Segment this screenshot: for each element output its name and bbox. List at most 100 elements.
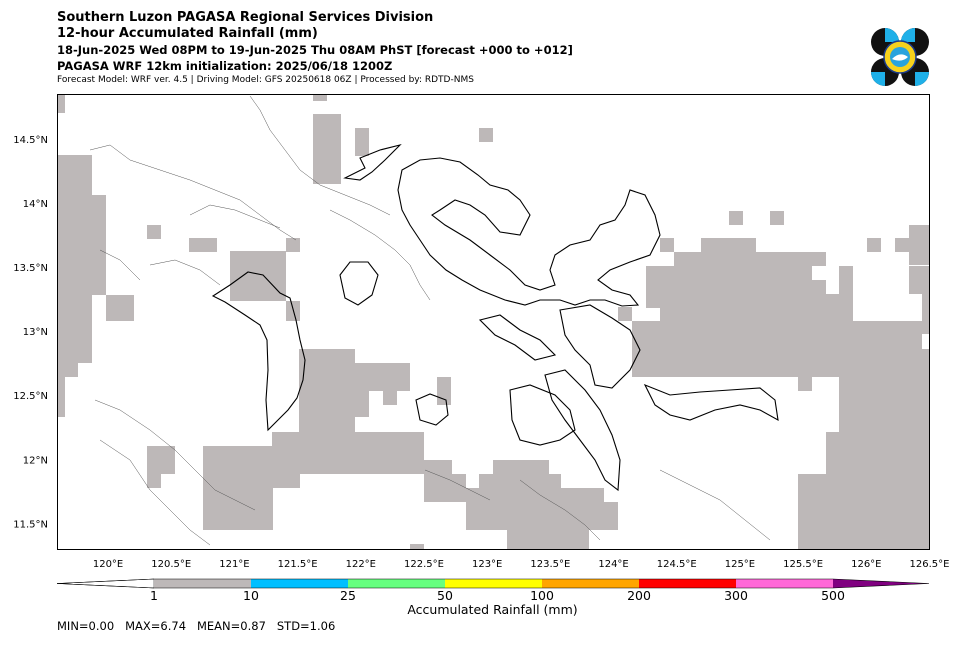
longitude-tick-label: 120.5°E — [151, 559, 191, 570]
rain-cell — [383, 377, 397, 405]
rain-cell — [106, 295, 134, 321]
colorbar-segment — [154, 579, 251, 588]
title-region: Southern Luzon PAGASA Regional Services … — [57, 10, 434, 25]
rain-cell — [230, 251, 286, 301]
rain-cell — [466, 502, 618, 530]
colorbar-label: 100 — [530, 588, 554, 603]
rain-cell — [466, 488, 604, 502]
rain-cell — [355, 377, 369, 417]
rain-cell — [674, 252, 812, 266]
rain-cell — [770, 211, 784, 225]
rain-cell — [57, 195, 106, 295]
colorbar-outline — [56, 578, 930, 589]
longitude-tick-label: 122°E — [346, 559, 376, 570]
rain-cell — [646, 294, 660, 308]
rain-cell — [839, 377, 929, 433]
longitude-ticks: 120°E 120.5°E 121°E 121.5°E 122°E 122.5°E 123°… — [93, 559, 950, 570]
rain-cell — [798, 502, 929, 550]
rain-cell — [812, 252, 826, 266]
colorbar-segment — [542, 579, 639, 588]
coastline — [544, 369, 621, 492]
coastline-minor — [89, 144, 297, 241]
title-product: 12-hour Accumulated Rainfall (mm) — [57, 26, 318, 41]
rain-cell — [57, 363, 78, 377]
coastline — [478, 314, 557, 361]
rain-cell — [493, 460, 549, 474]
colorbar-label: 500 — [821, 588, 845, 603]
rain-cell — [203, 446, 273, 530]
latitude-tick-label: 11.5°N — [13, 519, 48, 530]
rain-cell — [632, 321, 922, 349]
map-frame — [57, 94, 930, 550]
rain-cell — [189, 238, 217, 252]
coastline — [397, 157, 661, 307]
rain-cell — [909, 225, 929, 265]
rain-cell — [410, 544, 424, 550]
rain-cell — [286, 238, 300, 252]
longitude-tick-label: 124°E — [598, 559, 628, 570]
rain-cell — [839, 266, 853, 321]
longitude-tick-label: 126°E — [851, 559, 881, 570]
rain-cell — [660, 294, 840, 322]
rain-cell — [437, 377, 451, 405]
latitude-tick-label: 13.5°N — [13, 263, 48, 274]
colorbar-label: 50 — [437, 588, 453, 603]
coastline — [339, 261, 379, 306]
rain-cell — [272, 446, 300, 488]
colorbar: 1 10 25 50 100 200 300 500 — [56, 578, 930, 603]
coastline-minor — [519, 479, 601, 541]
colorbar-title: Accumulated Rainfall (mm) — [407, 602, 578, 617]
latitude-tick-label: 12°N — [23, 455, 48, 466]
colorbar-label: 300 — [724, 588, 748, 603]
rain-cell — [867, 238, 881, 252]
rain-cell — [922, 294, 929, 334]
coastline-minor — [149, 259, 221, 286]
rain-cell — [660, 238, 674, 252]
pagasa-logo — [871, 28, 929, 86]
longitude-tick-label: 123.5°E — [530, 559, 570, 570]
longitude-tick-label: 125.5°E — [783, 559, 823, 570]
latitude-tick-label: 14°N — [23, 199, 48, 210]
longitude-tick-label: 121.5°E — [278, 559, 318, 570]
rain-cell — [618, 307, 632, 321]
coastline — [559, 304, 641, 389]
statistics-line: MIN=0.00 MAX=6.74 MEAN=0.87 STD=1.06 — [57, 619, 336, 633]
coastlines — [211, 143, 779, 492]
rain-cell — [798, 474, 929, 502]
longitude-tick-label: 120°E — [93, 559, 123, 570]
coastline — [211, 271, 306, 432]
rain-cell — [895, 238, 909, 252]
coastline-minor — [189, 204, 281, 229]
coastline — [343, 143, 402, 181]
model-info: Forecast Model: WRF ver. 4.5 | Driving M… — [57, 75, 474, 85]
rain-cell — [646, 266, 812, 280]
colorbar-extension-low — [56, 578, 155, 589]
rain-cell — [424, 474, 466, 502]
coastlines-minor — [89, 95, 771, 546]
coastline-minor — [94, 399, 256, 511]
colorbar-segment — [445, 579, 542, 588]
longitude-tick-label: 122.5°E — [404, 559, 444, 570]
rain-cell — [147, 225, 161, 239]
rain-cell — [57, 377, 65, 417]
coastline-minor — [99, 249, 141, 281]
coastline-minor — [659, 469, 771, 541]
colorbar-segment — [251, 579, 348, 588]
latitude-ticks: 14.5°N 14°N 13.5°N 13°N 12.5°N 12°N 11.5°N — [13, 135, 48, 531]
rain-cell — [826, 432, 929, 474]
colorbar-extension-high — [833, 579, 929, 588]
rain-cell — [909, 266, 929, 294]
coastline-minor — [249, 95, 391, 216]
coastline — [643, 383, 779, 422]
rain-cell — [729, 211, 743, 225]
colorbar-label: 1 — [150, 588, 158, 603]
rain-cell — [798, 377, 812, 391]
longitude-tick-label: 121°E — [219, 559, 249, 570]
longitude-tick-label: 125°E — [725, 559, 755, 570]
colorbar-label: 10 — [243, 588, 259, 603]
title-initialization: PAGASA WRF 12km initialization: 2025/06/… — [57, 59, 393, 73]
longitude-tick-label: 123°E — [472, 559, 502, 570]
colorbar-segment — [736, 579, 833, 588]
colorbar-segment — [348, 579, 445, 588]
